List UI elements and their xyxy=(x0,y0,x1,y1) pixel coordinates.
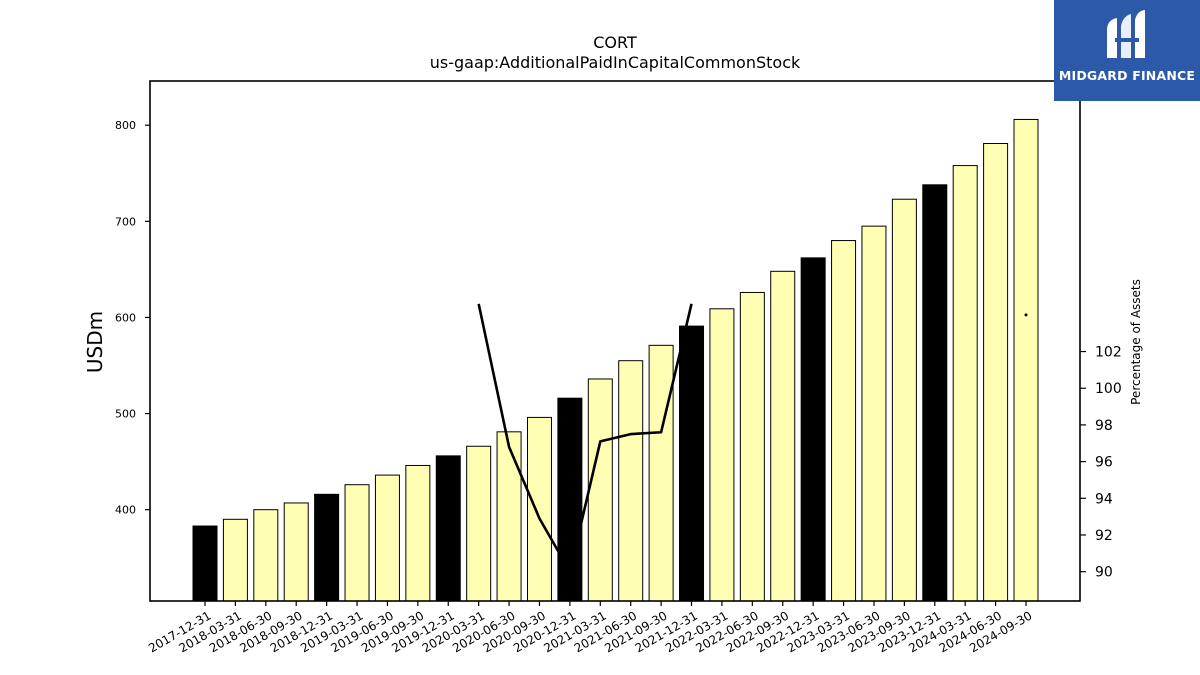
bar xyxy=(283,502,309,602)
bar xyxy=(952,165,978,602)
y2-tick-label: 90 xyxy=(1095,565,1113,581)
y-axis-label: USDm xyxy=(83,311,107,373)
y-tick-label: 800 xyxy=(115,119,136,132)
bar xyxy=(496,431,522,602)
y2-tick-label: 100 xyxy=(1095,381,1122,397)
y2-tick-label: 102 xyxy=(1095,345,1122,361)
bar xyxy=(709,308,735,602)
bar xyxy=(253,509,279,602)
bar xyxy=(405,464,431,602)
y-tick-label: 600 xyxy=(115,311,136,324)
y-tick-label: 400 xyxy=(115,504,136,517)
bar xyxy=(891,198,917,602)
y2-tick-label: 94 xyxy=(1095,491,1113,507)
chart-title: CORT xyxy=(593,33,637,52)
chart-subtitle: us-gaap:AdditionalPaidInCapitalCommonSto… xyxy=(430,53,801,72)
bar xyxy=(922,184,948,602)
y-tick-label: 700 xyxy=(115,215,136,228)
bar-group xyxy=(192,118,1039,602)
bar xyxy=(770,270,796,602)
y-axis-ticks: 400 500 600 700 800 xyxy=(115,119,150,517)
y-tick-label: 500 xyxy=(115,408,136,421)
bar xyxy=(618,360,644,602)
bar xyxy=(587,378,613,602)
line-group xyxy=(477,303,1028,573)
bar xyxy=(800,257,826,602)
y2-axis-label: Percentage of Assets xyxy=(1129,279,1143,405)
bar xyxy=(222,518,248,602)
bar xyxy=(983,142,1009,602)
plot-frame xyxy=(149,80,1081,602)
y2-tick-label: 92 xyxy=(1095,528,1113,544)
bar xyxy=(435,455,461,602)
bar xyxy=(314,493,340,602)
bar xyxy=(344,484,370,602)
bar xyxy=(861,225,887,602)
bar xyxy=(739,291,765,602)
bar xyxy=(466,445,492,602)
bar xyxy=(374,474,400,602)
logo-mark-icon xyxy=(1054,8,1200,70)
bar xyxy=(526,416,552,602)
bar xyxy=(192,525,218,602)
bar xyxy=(648,344,674,602)
bar xyxy=(679,325,705,602)
logo: MIDGARD FINANCE xyxy=(1054,0,1200,101)
series-point xyxy=(1024,313,1028,317)
y2-axis-ticks: 90 92 94 96 98 100 102 xyxy=(1080,345,1122,581)
bar xyxy=(1013,118,1039,602)
bar xyxy=(831,240,857,602)
y2-tick-label: 98 xyxy=(1095,418,1113,434)
x-axis-ticks: 2017-12-312018-03-312018-06-302018-09-30… xyxy=(146,601,1035,655)
y2-tick-label: 96 xyxy=(1095,455,1113,471)
logo-brand-text: MIDGARD FINANCE xyxy=(1058,68,1196,83)
series-line xyxy=(477,303,693,573)
